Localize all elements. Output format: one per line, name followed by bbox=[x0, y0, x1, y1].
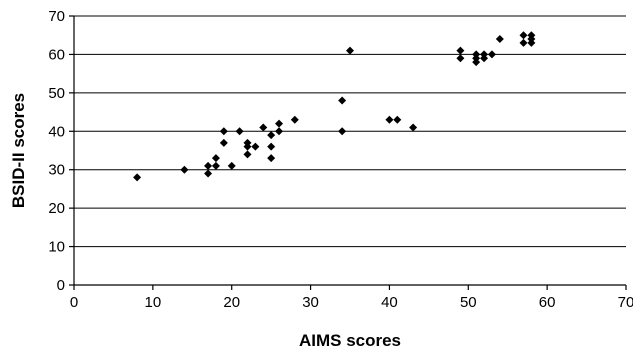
data-point bbox=[495, 35, 504, 44]
data-point bbox=[259, 123, 268, 132]
data-point bbox=[519, 38, 528, 47]
y-tick-label-40: 40 bbox=[48, 123, 65, 140]
data-point bbox=[346, 46, 354, 55]
data-point bbox=[338, 96, 347, 105]
data-point bbox=[487, 50, 496, 59]
data-point bbox=[180, 165, 189, 174]
x-tick-label-70: 70 bbox=[618, 294, 633, 311]
x-tick-label-0: 0 bbox=[70, 294, 78, 311]
y-tick-label-50: 50 bbox=[48, 85, 65, 102]
data-point bbox=[219, 138, 228, 147]
data-point bbox=[409, 123, 418, 132]
data-point bbox=[204, 161, 213, 170]
data-point bbox=[393, 115, 402, 124]
data-point bbox=[219, 127, 228, 136]
data-point bbox=[290, 115, 299, 124]
x-tick-label-20: 20 bbox=[223, 294, 240, 311]
data-point bbox=[338, 127, 347, 136]
data-point bbox=[527, 31, 536, 40]
data-point bbox=[267, 131, 276, 140]
x-tick-label-30: 30 bbox=[302, 294, 319, 311]
x-tick-label-10: 10 bbox=[145, 294, 162, 311]
data-point bbox=[211, 161, 220, 170]
data-point bbox=[211, 154, 220, 163]
data-point bbox=[275, 119, 284, 128]
x-tick-label-50: 50 bbox=[460, 294, 477, 311]
data-point bbox=[204, 169, 213, 178]
y-tick-label-20: 20 bbox=[48, 200, 65, 217]
y-tick-label-70: 70 bbox=[48, 8, 65, 25]
data-point bbox=[267, 154, 276, 163]
data-point bbox=[251, 142, 260, 151]
y-axis-ticks: 0 10 20 30 40 50 60 70 bbox=[48, 8, 74, 294]
y-tick-label-0: 0 bbox=[57, 277, 65, 294]
data-point bbox=[472, 50, 481, 59]
x-axis-ticks: 0 10 20 30 40 50 60 70 bbox=[70, 285, 633, 311]
axes bbox=[73, 16, 626, 286]
x-tick-label-40: 40 bbox=[381, 294, 398, 311]
data-point bbox=[519, 31, 528, 40]
data-point bbox=[456, 54, 465, 63]
data-point bbox=[385, 115, 394, 124]
y-tick-label-10: 10 bbox=[48, 239, 65, 256]
data-point bbox=[243, 150, 252, 159]
y-tick-label-60: 60 bbox=[48, 46, 65, 63]
data-point bbox=[267, 142, 276, 151]
x-tick-label-60: 60 bbox=[539, 294, 556, 311]
x-axis-title: AIMS scores bbox=[299, 331, 401, 350]
data-points bbox=[133, 31, 536, 182]
data-point bbox=[133, 173, 142, 182]
data-point bbox=[235, 127, 244, 136]
y-tick-label-30: 30 bbox=[48, 162, 65, 179]
data-point bbox=[480, 50, 489, 59]
data-point bbox=[456, 46, 465, 55]
data-point bbox=[243, 138, 252, 147]
data-point bbox=[275, 127, 284, 136]
data-point bbox=[227, 161, 236, 170]
y-axis-title: BSID-II scores bbox=[9, 93, 28, 208]
